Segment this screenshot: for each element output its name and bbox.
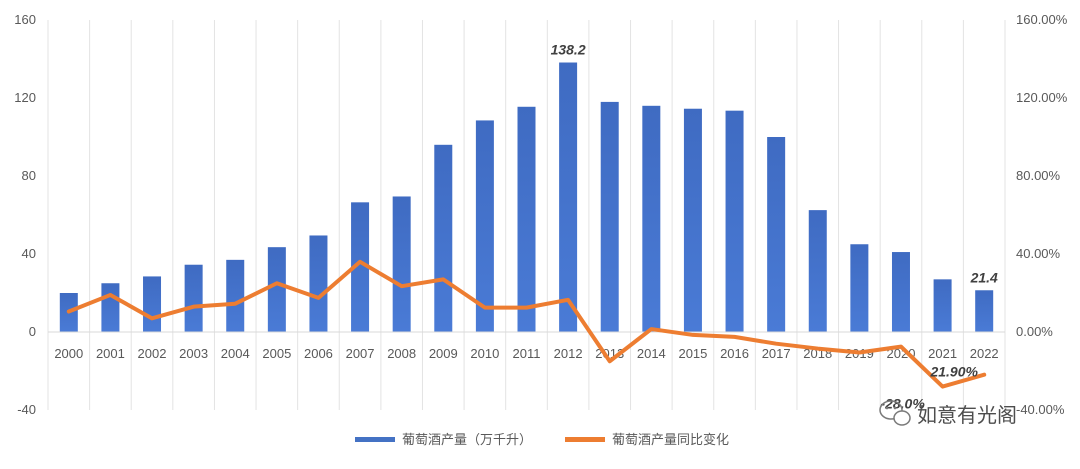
x-tick-label: 2006 (304, 346, 333, 361)
x-tick-label: 2011 (513, 346, 541, 361)
x-tick-label: 2000 (54, 346, 83, 361)
wechat-icon (879, 400, 911, 426)
bar-2003 (184, 264, 203, 332)
bar-2006 (309, 235, 328, 332)
y-right-tick-label: 80.00% (1016, 168, 1061, 183)
data-labels: 138.2 21.4 21.90%-28.0% (551, 42, 998, 412)
legend-swatch-bar (355, 437, 395, 442)
x-tick-label: 2009 (429, 346, 458, 361)
left-axis-ticks: -40 0 40 80 120 160 (14, 12, 36, 417)
bar-2005 (267, 247, 286, 332)
x-tick-label: 2015 (678, 346, 707, 361)
bar-2020 (891, 252, 910, 332)
y-right-tick-label: 40.00% (1016, 246, 1061, 261)
x-tick-label: 2008 (387, 346, 416, 361)
y-left-tick-label: -40 (17, 402, 36, 417)
legend: 葡萄酒产量（万千升） 葡萄酒产量同比变化 (355, 432, 729, 447)
legend-swatch-line (565, 437, 605, 442)
x-tick-label: 2012 (554, 346, 583, 361)
bar-2004 (226, 259, 245, 332)
line-series (66, 259, 987, 389)
y-left-tick-label: 40 (22, 246, 36, 261)
bar-2017 (767, 137, 786, 332)
y-right-tick-label: 120.00% (1016, 90, 1068, 105)
bar-2011 (517, 106, 536, 333)
y-left-tick-label: 120 (14, 90, 36, 105)
bar-2010 (475, 120, 494, 332)
x-tick-label: 2016 (720, 346, 749, 361)
x-tick-label: 2017 (762, 346, 791, 361)
data-label: -28.0% (880, 396, 925, 412)
bar-2008 (392, 196, 411, 332)
x-tick-label: 2002 (138, 346, 167, 361)
x-tick-label: 2020 (887, 346, 916, 361)
bar-2009 (434, 144, 453, 332)
watermark-text: 如意有光阁 (917, 404, 1017, 427)
bar-2013 (600, 101, 619, 333)
y-right-tick-label: 160.00% (1016, 12, 1068, 27)
bar-2007 (351, 202, 370, 332)
x-tick-label: 2004 (221, 346, 250, 361)
bar-2022 (975, 290, 994, 332)
bar-2019 (850, 244, 869, 332)
x-tick-label: 2021 (928, 346, 957, 361)
y-left-tick-label: 160 (14, 12, 36, 27)
data-label: 138.2 (551, 42, 586, 58)
yoy-change-line (66, 259, 987, 389)
bar-2018 (808, 210, 827, 332)
x-tick-label: 2010 (470, 346, 499, 361)
category-labels: 2000 2001 2002 2003 2004 2005 2006 2007 2008 2009… (54, 346, 998, 361)
watermark: 如意有光阁 (879, 400, 1017, 427)
x-tick-label: 2022 (970, 346, 999, 361)
right-axis-ticks: -40.00% 0.00% 40.00% 80.00% 120.00% 160.00% (1016, 12, 1068, 417)
bar-2002 (143, 276, 162, 332)
x-tick-label: 2003 (179, 346, 208, 361)
y-right-tick-label: -40.00% (1016, 402, 1065, 417)
legend-label-bar: 葡萄酒产量（万千升） (402, 432, 532, 447)
bar-2016 (725, 110, 744, 332)
bar-2001 (101, 283, 120, 332)
bar-2015 (683, 108, 702, 332)
y-left-tick-label: 0 (29, 324, 36, 339)
bar-2014 (642, 105, 661, 332)
y-left-tick-label: 80 (22, 168, 36, 183)
bar-2012 (559, 62, 578, 332)
x-tick-label: 2014 (637, 346, 666, 361)
bar-2021 (933, 279, 952, 332)
data-label: 21.90% (929, 364, 978, 380)
legend-label-line: 葡萄酒产量同比变化 (612, 432, 729, 447)
y-right-tick-label: 0.00% (1016, 324, 1053, 339)
data-label: 21.4 (970, 269, 998, 285)
x-tick-label: 2007 (346, 346, 375, 361)
x-tick-label: 2005 (262, 346, 291, 361)
x-tick-label: 2001 (96, 346, 125, 361)
